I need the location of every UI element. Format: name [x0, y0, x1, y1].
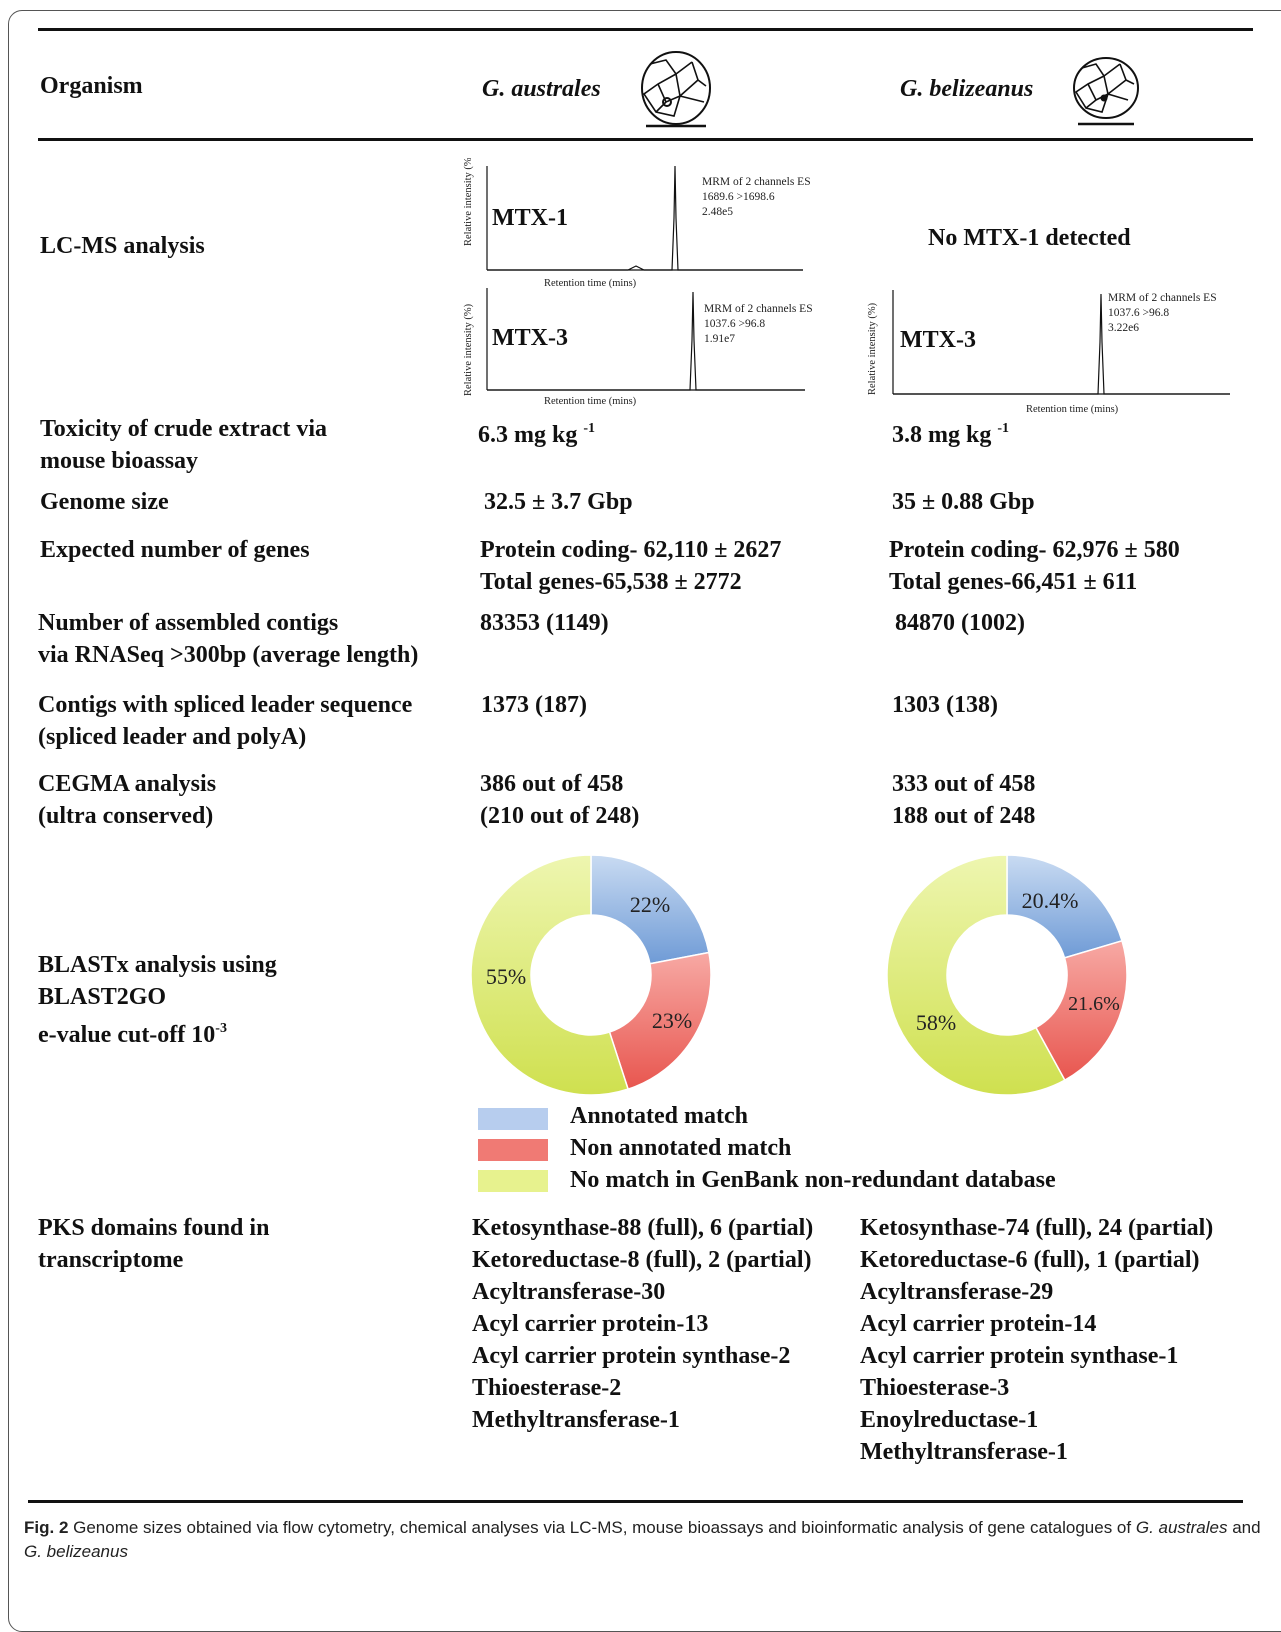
mtx3-label: MTX-3: [900, 327, 976, 353]
genes-label: Expected number of genes: [40, 537, 310, 563]
lcms-label: LC-MS analysis: [40, 233, 205, 259]
genes-australes-1: Protein coding- 62,110 ± 2627: [480, 537, 782, 563]
donut-slice-no-match: [470, 854, 630, 1096]
legend-swatch-non-annotated: [478, 1139, 548, 1161]
list-item: Acyl carrier protein-14: [860, 1311, 1097, 1337]
spliced-australes: 1373 (187): [481, 692, 587, 718]
toxicity-label-1: Toxicity of crude extract via: [40, 416, 328, 442]
genes-australes-2: Total genes-65,538 ± 2772: [480, 569, 742, 595]
australes-mtx3-chromatogram: Relative intensity (%) Retention time (m…: [458, 280, 828, 410]
donut-slice-annotated: [1006, 854, 1123, 959]
list-item: Acyltransferase-30: [472, 1279, 666, 1305]
mtx3-label: MTX-3: [492, 325, 568, 351]
legend-label-annotated: Annotated match: [570, 1103, 748, 1129]
donut-chart-australes: 22% 23% 55%: [470, 854, 712, 1096]
mrm-line-2: 1037.6 >96.8: [704, 318, 765, 330]
list-item: Ketosynthase-88 (full), 6 (partial): [472, 1215, 814, 1241]
donut-slice-annotated: [590, 854, 710, 965]
list-item: Ketoreductase-8 (full), 2 (partial): [472, 1247, 812, 1273]
mtx1-label: MTX-1: [492, 205, 568, 231]
caption-fig-label: Fig. 2: [24, 1518, 69, 1537]
slice-label: 23%: [652, 1008, 692, 1033]
mrm-line-1: MRM of 2 channels ES: [702, 176, 811, 188]
genome-label: Genome size: [40, 489, 169, 515]
species-belizeanus: G. belizeanus: [900, 76, 1034, 102]
spliced-label-2: (spliced leader and polyA): [38, 724, 307, 750]
y-axis-label: Relative intensity (%): [867, 302, 878, 395]
donut-slice-non-annotated: [1034, 939, 1128, 1082]
cegma-belizeanus-1: 333 out of 458: [892, 771, 1036, 797]
species-australes: G. australes: [482, 76, 601, 102]
donut-slice-non-annotated: [608, 951, 712, 1091]
belizeanus-mtx3-chromatogram: Relative intensity (%) Retention time (m…: [862, 282, 1242, 418]
donut-chart-belizeanus: 20.4% 21.6% 58%: [886, 854, 1128, 1096]
australes-cell-icon: [641, 51, 711, 128]
list-item: Acyl carrier protein synthase-1: [860, 1343, 1179, 1369]
figure-caption: Fig. 2 Genome sizes obtained via flow cy…: [24, 1518, 1261, 1561]
list-item: Acyl carrier protein synthase-2: [472, 1343, 791, 1369]
blast-label-3: e-value cut-off 10-3: [38, 1021, 227, 1048]
spliced-belizeanus: 1303 (138): [892, 692, 998, 718]
header-rule: [38, 138, 1253, 141]
legend-label-no-match: No match in GenBank non-redundant databa…: [570, 1167, 1056, 1193]
contigs-label-2: via RNASeq >300bp (average length): [38, 642, 419, 668]
list-item: Enoylreductase-1: [860, 1407, 1039, 1433]
mrm-line-2: 1689.6 >1698.6: [702, 191, 775, 203]
genome-australes: 32.5 ± 3.7 Gbp: [484, 489, 633, 515]
legend-label-non-annotated: Non annotated match: [570, 1135, 792, 1161]
donut-slice-no-match: [886, 854, 1066, 1096]
mrm-line-3: 2.48e5: [702, 206, 733, 218]
cegma-label-1: CEGMA analysis: [38, 771, 217, 797]
spliced-label-1: Contigs with spliced leader sequence: [38, 692, 413, 718]
x-axis-label: Retention time (mins): [544, 278, 637, 289]
contigs-australes: 83353 (1149): [480, 610, 609, 636]
blast-label-1: BLASTx analysis using: [38, 952, 277, 978]
list-item: Thioesterase-3: [860, 1375, 1010, 1401]
slice-label: 58%: [916, 1010, 956, 1035]
toxicity-belizeanus: 3.8 mg kg -1: [892, 421, 1010, 448]
bottom-rule: [28, 1500, 1243, 1503]
list-item: Acyl carrier protein-13: [472, 1311, 709, 1337]
slice-label: 22%: [630, 892, 670, 917]
y-axis-label: Relative intensity (%): [463, 158, 474, 246]
y-axis-label: Relative intensity (%): [463, 303, 474, 396]
mrm-line-1: MRM of 2 channels ES: [1108, 292, 1217, 304]
contigs-belizeanus: 84870 (1002): [895, 610, 1025, 636]
toxicity-australes: 6.3 mg kg -1: [478, 421, 596, 448]
cegma-belizeanus-2: 188 out of 248: [892, 803, 1036, 829]
contigs-label-1: Number of assembled contigs: [38, 610, 339, 636]
toxicity-label-2: mouse bioassay: [40, 448, 199, 474]
slice-label: 21.6%: [1068, 993, 1120, 1015]
genome-belizeanus: 35 ± 0.88 Gbp: [892, 489, 1035, 515]
list-item: Methyltransferase-1: [860, 1439, 1068, 1465]
cegma-australes-1: 386 out of 458: [480, 771, 624, 797]
organism-label: Organism: [40, 73, 143, 99]
slice-label: 20.4%: [1022, 888, 1079, 913]
australes-mtx1-chromatogram: Relative intensity (%) Retention time (m…: [458, 153, 818, 290]
genes-belizeanus-2: Total genes-66,451 ± 611: [889, 569, 1138, 595]
list-item: Ketoreductase-6 (full), 1 (partial): [860, 1247, 1200, 1273]
mrm-line-3: 3.22e6: [1108, 322, 1139, 334]
belizeanus-cell-icon: [1073, 57, 1139, 126]
blast-label-2: BLAST2GO: [38, 984, 167, 1010]
mrm-line-3: 1.91e7: [704, 333, 735, 345]
slice-label: 55%: [486, 964, 526, 989]
legend-swatch-no-match: [478, 1170, 548, 1192]
x-axis-label: Retention time (mins): [544, 396, 637, 407]
cegma-label-2: (ultra conserved): [38, 803, 214, 829]
x-axis-label: Retention time (mins): [1026, 404, 1119, 415]
list-item: Ketosynthase-74 (full), 24 (partial): [860, 1215, 1214, 1241]
list-item: Acyltransferase-29: [860, 1279, 1054, 1305]
pks-label-2: transcriptome: [38, 1247, 184, 1273]
cegma-australes-2: (210 out of 248): [480, 803, 640, 829]
list-item: Thioesterase-2: [472, 1375, 622, 1401]
pks-label-1: PKS domains found in: [38, 1215, 270, 1241]
genes-belizeanus-1: Protein coding- 62,976 ± 580: [889, 537, 1180, 563]
mrm-line-2: 1037.6 >96.8: [1108, 307, 1169, 319]
top-rule: [38, 28, 1253, 31]
list-item: Methyltransferase-1: [472, 1407, 680, 1433]
mrm-line-1: MRM of 2 channels ES: [704, 303, 813, 315]
no-mtx1-detected: No MTX-1 detected: [928, 225, 1131, 251]
legend-swatch-annotated: [478, 1108, 548, 1130]
